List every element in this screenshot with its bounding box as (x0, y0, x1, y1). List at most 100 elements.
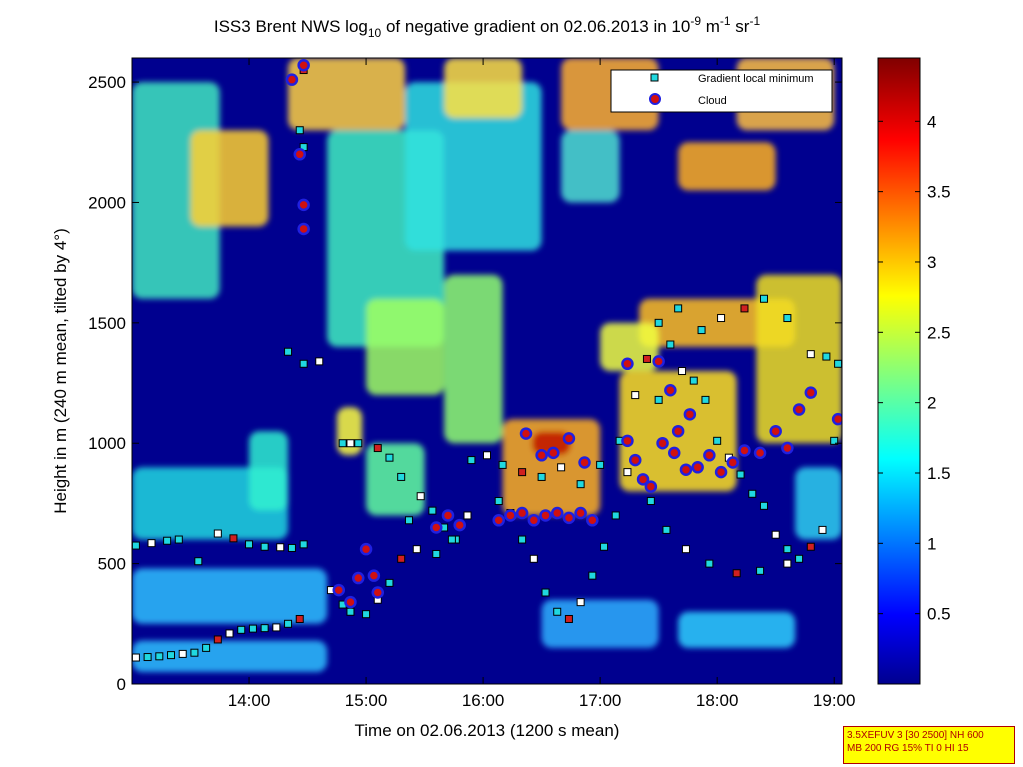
gradient-minimum-point (147, 539, 156, 548)
gradient-minimum-point (541, 588, 550, 597)
cloud-point (621, 434, 634, 448)
gradient-minimum-point (740, 304, 749, 313)
gradient-minimum-point (681, 545, 690, 554)
cloud-point (656, 436, 669, 450)
gradient-minimum-point (284, 347, 293, 356)
gradient-minimum-point (190, 648, 199, 657)
cloud-point (297, 198, 310, 212)
gradient-minimum-point (756, 566, 765, 575)
gradient-minimum-point (412, 545, 421, 554)
gradient-minimum-point (346, 607, 355, 616)
gradient-minimum-point (830, 436, 839, 445)
gradient-minimum-point (397, 554, 406, 563)
y-tick-label: 2500 (88, 73, 126, 92)
gradient-minimum-point (678, 367, 687, 375)
y-axis: 0 500 1000 1500 2000 2500 (88, 73, 842, 694)
gradient-minimum-point (646, 497, 655, 506)
cloud-point (804, 386, 818, 399)
gradient-minimum-point (557, 463, 566, 472)
cloud-point (621, 357, 634, 371)
cloud-point (628, 453, 642, 467)
x-tick-label: 18:00 (696, 691, 739, 710)
gradient-minimum-point (771, 530, 780, 539)
gradient-minimum-point (229, 534, 238, 543)
gradient-minimum-point (284, 619, 293, 628)
gradient-minimum-point (806, 542, 815, 551)
cloud-point (586, 514, 599, 527)
cloud-point (738, 444, 751, 457)
gradient-minimum-point (163, 536, 172, 545)
gradient-minimum-point (564, 614, 573, 623)
heat-region (405, 82, 542, 251)
plot-frame (131, 57, 843, 685)
gradient-minimum-point (654, 318, 663, 327)
x-tick-label: 17:00 (579, 691, 622, 710)
y-tick-label: 1500 (88, 314, 126, 333)
annotation-box: 3.5XEFUV 3 [30 2500] NH 600 MB 200 RG 15… (843, 726, 1015, 764)
annotation-line-1: 3.5XEFUV 3 [30 2500] NH 600 (847, 730, 984, 741)
gradient-minimum-point (260, 542, 269, 551)
heat-region (336, 407, 363, 456)
chart-title: ISS3 Brent NWS log10 of negative gradien… (214, 14, 761, 40)
cloud-point (831, 412, 842, 426)
gradient-minimum-point (518, 535, 527, 544)
gradient-minimum-point (759, 501, 768, 510)
gradient-minimum-point (596, 460, 605, 469)
legend-marker-square (650, 73, 659, 82)
cloud-point (535, 449, 548, 462)
gradient-minimum-point (576, 480, 585, 489)
gradient-minimum-point (748, 489, 757, 498)
heat-region (249, 431, 289, 511)
gradient-minimum-point (213, 635, 222, 644)
heat-region (366, 443, 425, 516)
x-tick-label: 14:00 (228, 691, 271, 710)
cloud-point (726, 456, 740, 469)
cloud-point (714, 465, 728, 479)
legend-label-gradient: Gradient local minimum (698, 73, 814, 85)
cloud-point (515, 506, 529, 520)
cloud-point (359, 542, 373, 556)
gradient-minimum-point (611, 511, 620, 520)
gradient-minimum-point (666, 340, 675, 349)
heat-region (190, 130, 269, 227)
heat-region (502, 419, 601, 516)
gradient-minimum-point (783, 559, 792, 568)
gradient-minimum-point (518, 468, 527, 477)
heat-region (132, 568, 328, 624)
cloud-point (636, 473, 650, 486)
heatmap (132, 58, 842, 684)
x-axis-label: Time on 02.06.2013 (1200 s mean) (355, 721, 620, 740)
colorbar-ticks: 0.5 1 1.5 2 2.5 3 3.5 4 (878, 112, 951, 624)
x-tick-label: 19:00 (813, 691, 856, 710)
cloud-point (527, 514, 541, 527)
gradient-minimum-point (736, 470, 745, 479)
cloud-point (550, 506, 564, 520)
cloud-point (492, 514, 505, 527)
y-axis-label: Height in m (240 m mean, tilted by 4°) (51, 228, 70, 514)
gradient-minimum-point (260, 624, 269, 633)
gradient-minimum-point (822, 352, 831, 361)
cloud-point (430, 521, 443, 534)
y-tick-label: 500 (98, 555, 126, 574)
gradient-minimum-point (167, 651, 176, 660)
cloud-point (539, 509, 552, 522)
cloud-point (562, 511, 576, 525)
colorbar (877, 57, 921, 685)
cloud-point (519, 427, 533, 440)
gradient-minimum-point (588, 571, 597, 580)
cloud-point (781, 441, 794, 455)
heat-region (288, 58, 406, 131)
gradient-minimum-point (537, 472, 546, 481)
gradient-minimum-point (295, 614, 304, 623)
gradient-minimum-point (397, 472, 406, 481)
heat-region (132, 640, 328, 672)
gradient-minimum-point (225, 629, 234, 638)
gradient-minimum-point (674, 304, 683, 313)
gradient-minimum-point (132, 653, 140, 662)
cloud-point (441, 509, 455, 522)
annotation-line-2: MB 200 RG 15% TI 0 HI 15 (847, 743, 969, 754)
gradient-minimum-point (783, 314, 792, 323)
cloud-point (297, 58, 310, 72)
gradient-minimum-point (299, 540, 308, 549)
heat-region (678, 142, 776, 191)
